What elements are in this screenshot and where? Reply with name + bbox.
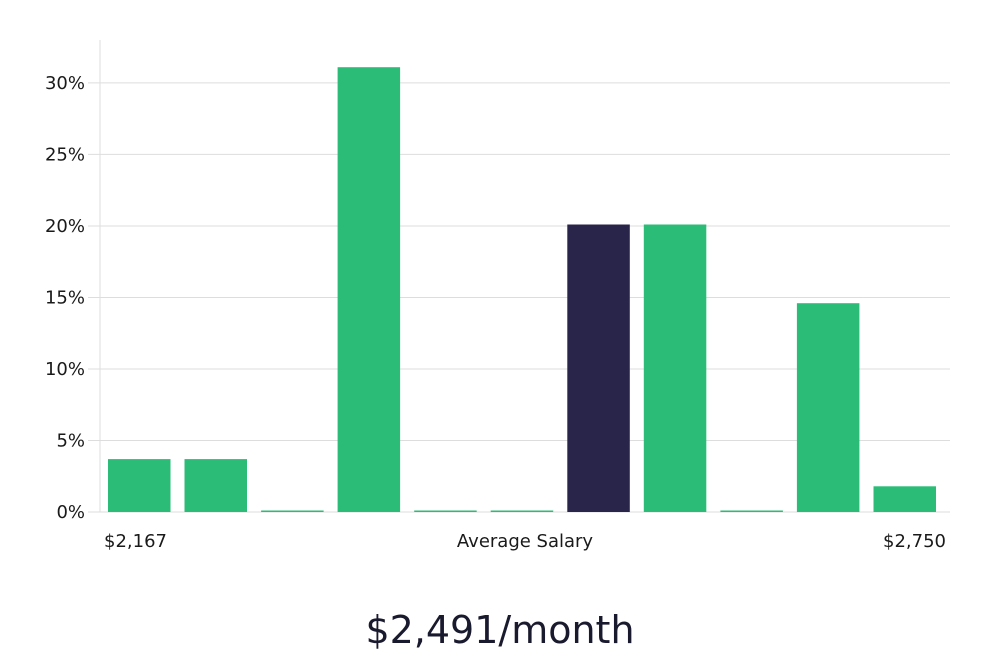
bar [337, 67, 401, 512]
bar [720, 510, 783, 512]
y-tick-label: 20% [45, 216, 85, 237]
bar [490, 510, 554, 512]
bar [643, 224, 707, 512]
bars [108, 67, 936, 512]
bar [184, 459, 247, 512]
y-tick-label: 30% [45, 73, 85, 94]
average-salary-value: $2,491/month [365, 608, 635, 652]
bar [261, 510, 324, 512]
x-axis-title: Average Salary [457, 531, 594, 552]
bar [108, 459, 171, 512]
bar [796, 303, 860, 512]
x-label-min: $2,167 [104, 531, 167, 552]
y-tick-labels: 0% 5% 10% 15% 20% 25% 30% [45, 73, 85, 523]
x-label-max: $2,750 [883, 531, 946, 552]
gridlines [88, 82, 950, 513]
salary-distribution-chart: 0% 5% 10% 15% 20% 25% 30% $2,167 Average Salar… [45, 40, 950, 552]
y-tick-label: 10% [45, 359, 85, 380]
bar [414, 510, 477, 512]
y-tick-label: 5% [56, 430, 85, 451]
bar [873, 486, 936, 512]
bar-highlighted [567, 224, 630, 512]
y-tick-label: 0% [56, 502, 85, 523]
y-tick-label: 25% [45, 144, 85, 165]
y-tick-label: 15% [45, 287, 85, 308]
